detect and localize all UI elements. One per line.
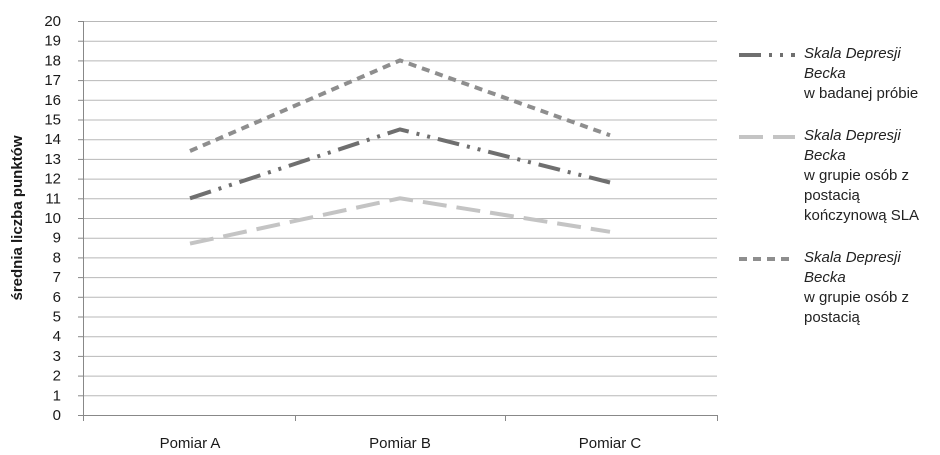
legend: Skala Depresji Becka w badanej próbie Sk…: [738, 44, 938, 350]
x-tick-label: Pomiar C: [579, 435, 642, 452]
legend-item-2: Skala Depresji Becka w grupie osób z pos…: [738, 248, 938, 328]
y-tick-label: 2: [53, 368, 61, 385]
y-axis-title: średnia liczba punktów: [9, 135, 26, 300]
x-tick-labels: Pomiar A Pomiar B Pomiar C: [83, 415, 718, 452]
y-tick-label: 18: [44, 52, 61, 69]
series-line-2: [189, 58, 611, 153]
y-tick-label: 14: [44, 131, 61, 148]
y-tick-label: 5: [53, 309, 61, 326]
y-tick-label: 3: [53, 348, 61, 365]
y-tick-label: 0: [53, 407, 61, 424]
legend-series-description: w badanej próbie: [804, 85, 919, 102]
legend-item-1: Skala Depresji Becka w grupie osób z pos…: [738, 126, 938, 226]
y-tick-label: 12: [44, 171, 61, 188]
y-tick-label: 4: [53, 328, 61, 345]
y-tick-label: 17: [44, 72, 61, 89]
x-tick-label: Pomiar A: [160, 435, 221, 452]
legend-series-name: Skala Depresji Becka: [804, 45, 901, 82]
legend-series-description: w grupie osób z postacią kończynową SLA: [804, 167, 920, 224]
series-line-0: [189, 127, 611, 201]
legend-series-description: w grupie osób z postacią: [804, 289, 910, 326]
y-tick-label: 15: [44, 112, 61, 129]
legend-series-name: Skala Depresji Becka: [804, 249, 901, 286]
legend-swatch-1: [739, 135, 795, 139]
y-tick-label: 20: [44, 13, 61, 30]
y-tick-label: 9: [53, 230, 61, 247]
y-tick-label: 13: [44, 151, 61, 168]
y-tick-label: 6: [53, 289, 61, 306]
y-tick-label: 10: [44, 210, 61, 227]
legend-item-0: Skala Depresji Becka w badanej próbie: [738, 44, 938, 104]
y-tick-label: 11: [45, 190, 61, 207]
legend-swatch-0: [739, 53, 795, 57]
legend-swatch-2: [739, 257, 795, 261]
y-tick-label: 8: [53, 249, 61, 266]
y-tick-label: 1: [53, 387, 61, 404]
series-line-1: [189, 196, 611, 246]
y-tick-label: 19: [44, 33, 61, 50]
axes: [83, 21, 717, 421]
gridlines: [83, 21, 717, 397]
series-lines: [189, 58, 611, 246]
legend-series-name: Skala Depresji Becka: [804, 127, 901, 164]
y-tick-label: 16: [44, 92, 61, 109]
x-tick-label: Pomiar B: [369, 435, 431, 452]
y-tick-label: 7: [53, 269, 61, 286]
